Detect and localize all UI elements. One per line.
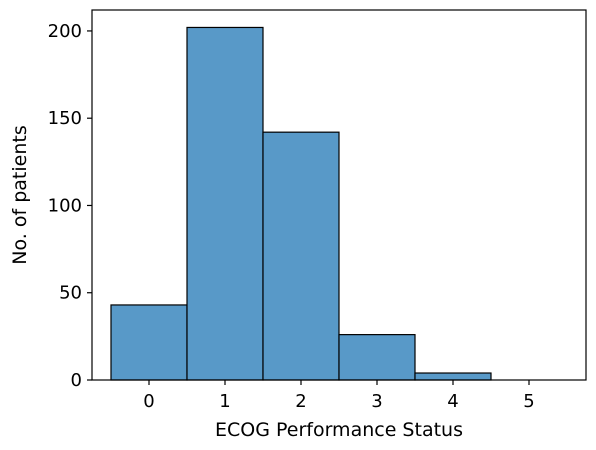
y-tick-label: 0: [71, 370, 82, 391]
x-axis-label: ECOG Performance Status: [215, 419, 463, 441]
histogram-bar: [262, 131, 340, 381]
bars-group: [110, 26, 492, 381]
histogram-bar: [110, 304, 188, 381]
histogram-bar: [186, 26, 264, 381]
x-tick-label: 4: [447, 391, 458, 412]
plot-frame: [91, 9, 587, 381]
x-axis-ticks: 0 1 2 3 4 5: [143, 380, 535, 412]
x-tick-label: 3: [371, 391, 382, 412]
histogram-bar: [414, 372, 492, 381]
x-tick-label: 2: [295, 391, 306, 412]
x-tick-label: 5: [523, 391, 534, 412]
y-tick-label: 200: [48, 21, 82, 42]
x-tick-label: 0: [143, 391, 154, 412]
x-tick-label: 1: [219, 391, 230, 412]
histogram-bar: [338, 334, 416, 381]
y-axis-label: No. of patients: [9, 125, 31, 264]
y-tick-label: 50: [59, 283, 82, 304]
y-tick-label: 100: [48, 195, 82, 216]
y-tick-label: 150: [48, 108, 82, 129]
y-axis-ticks: 0 50 100 150 200: [48, 21, 92, 391]
